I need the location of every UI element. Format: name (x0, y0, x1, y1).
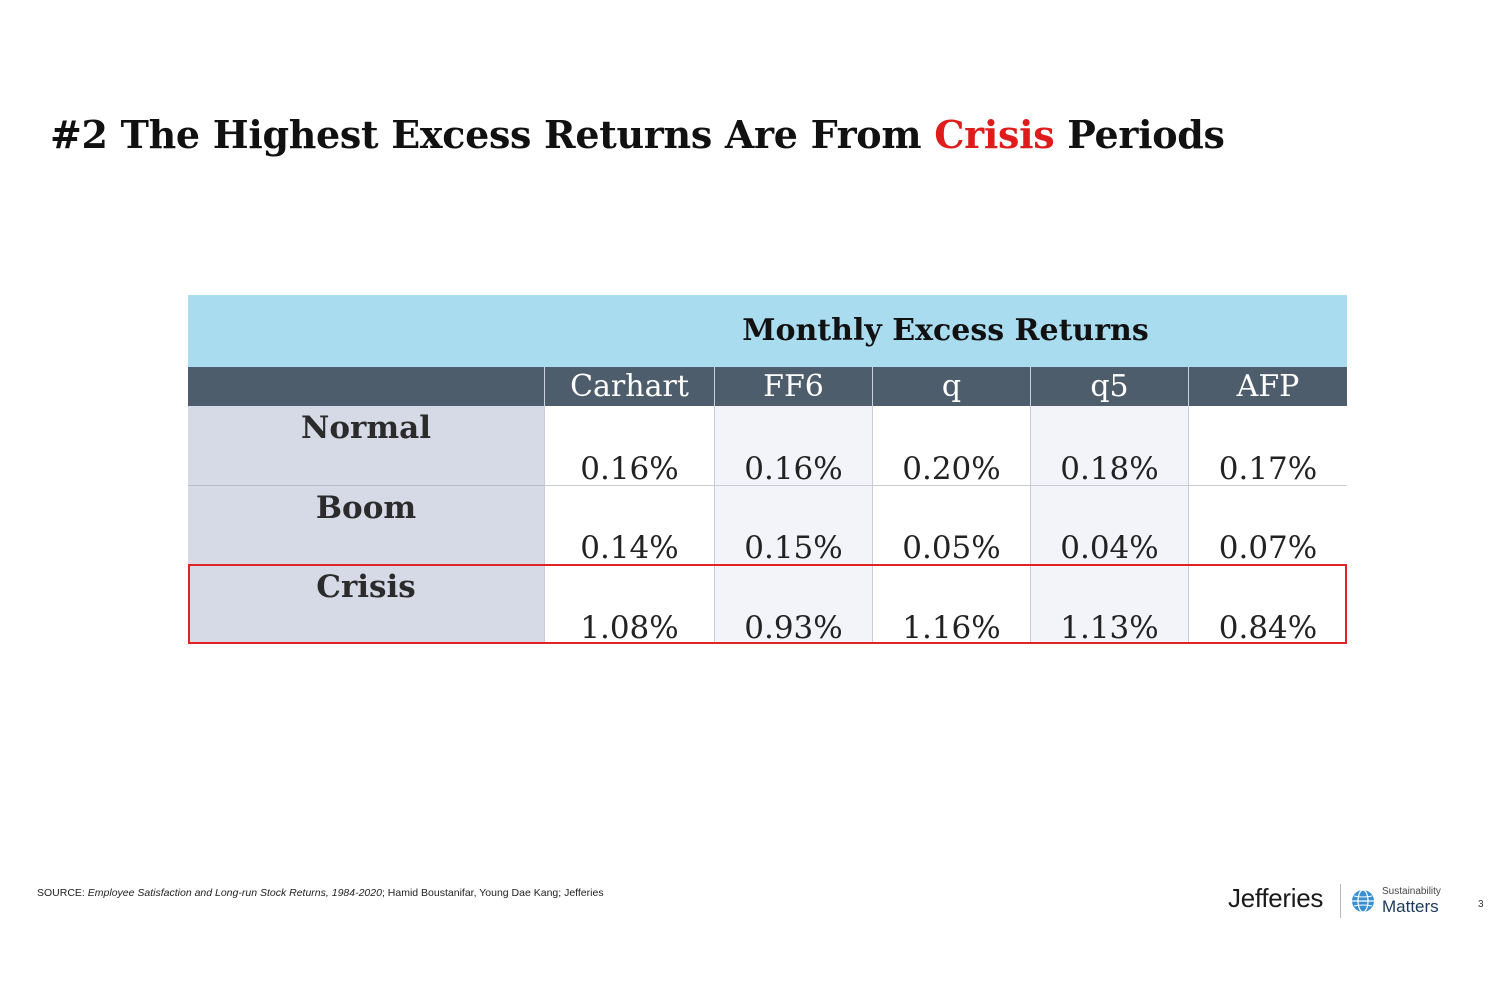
cell-normal-afp: 0.17% (1188, 406, 1347, 487)
column-header-blank (188, 367, 544, 406)
cell-crisis-q5: 1.13% (1030, 564, 1188, 646)
column-header-afp: AFP (1188, 367, 1347, 406)
table-super-header: Monthly Excess Returns (188, 295, 1347, 367)
title-part-2: Periods (1054, 112, 1225, 157)
slide-title: #2 The Highest Excess Returns Are From C… (50, 112, 1225, 157)
table-row-normal: Normal 0.16% 0.16% 0.20% 0.18% 0.17% (188, 406, 1347, 487)
matters-label: Matters (1382, 897, 1439, 916)
row-label-boom: Boom (188, 485, 544, 564)
cell-boom-q: 0.05% (872, 485, 1030, 566)
title-part-1: #2 The Highest Excess Returns Are From (50, 112, 935, 157)
cell-crisis-carhart: 1.08% (544, 564, 714, 646)
globe-icon (1352, 889, 1374, 913)
cell-crisis-afp: 0.84% (1188, 564, 1347, 646)
cell-boom-ff6: 0.15% (714, 485, 872, 566)
table-row-boom: Boom 0.14% 0.15% 0.05% 0.04% 0.07% (188, 485, 1347, 566)
cell-normal-carhart: 0.16% (544, 406, 714, 487)
sustainability-label: Sustainability (1382, 886, 1441, 897)
row-label-crisis: Crisis (188, 564, 544, 644)
logo-divider (1340, 884, 1341, 918)
jefferies-logo: Jefferies (1228, 883, 1324, 913)
cell-normal-q5: 0.18% (1030, 406, 1188, 487)
column-header-q5: q5 (1030, 367, 1188, 406)
row-label-normal: Normal (188, 406, 544, 485)
column-header-ff6: FF6 (714, 367, 872, 406)
cell-crisis-ff6: 0.93% (714, 564, 872, 646)
cell-normal-q: 0.20% (872, 406, 1030, 487)
excess-returns-table: Monthly Excess Returns Carhart FF6 q q5 … (188, 295, 1347, 646)
super-header-label: Monthly Excess Returns (742, 313, 1149, 348)
source-title: Employee Satisfaction and Long-run Stock… (87, 887, 382, 899)
cell-normal-ff6: 0.16% (714, 406, 872, 487)
source-note: SOURCE: Employee Satisfaction and Long-r… (37, 887, 604, 899)
cell-boom-carhart: 0.14% (544, 485, 714, 566)
cell-crisis-q: 1.16% (872, 564, 1030, 646)
cell-boom-afp: 0.07% (1188, 485, 1347, 566)
column-header-row: Carhart FF6 q q5 AFP (188, 367, 1347, 406)
cell-boom-q5: 0.04% (1030, 485, 1188, 566)
table-row-crisis: Crisis 1.08% 0.93% 1.16% 1.13% 0.84% (188, 564, 1347, 646)
title-highlight: Crisis (934, 112, 1055, 157)
column-header-q: q (872, 367, 1030, 406)
column-header-carhart: Carhart (544, 367, 714, 406)
page-number: 3 (1478, 899, 1484, 910)
